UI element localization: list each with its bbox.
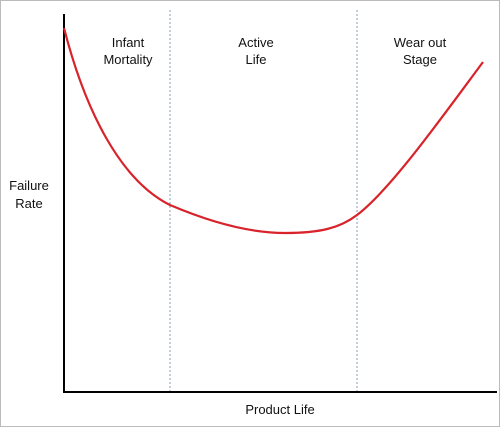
region-label: Life bbox=[246, 52, 267, 67]
region-label: Mortality bbox=[103, 52, 153, 67]
y-axis-label: Failure bbox=[9, 178, 49, 193]
bathtub-curve bbox=[62, 27, 484, 235]
region-label: Wear out bbox=[394, 35, 447, 50]
region-label: Stage bbox=[403, 52, 437, 67]
region-label: Active bbox=[238, 35, 273, 50]
region-label: Infant bbox=[112, 35, 145, 50]
y-axis-label: Rate bbox=[15, 196, 42, 211]
x-axis-label: Product Life bbox=[245, 402, 314, 417]
